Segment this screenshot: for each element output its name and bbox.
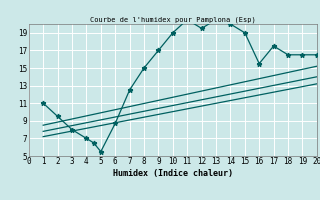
- Title: Courbe de l'humidex pour Pamplona (Esp): Courbe de l'humidex pour Pamplona (Esp): [90, 16, 256, 23]
- X-axis label: Humidex (Indice chaleur): Humidex (Indice chaleur): [113, 169, 233, 178]
